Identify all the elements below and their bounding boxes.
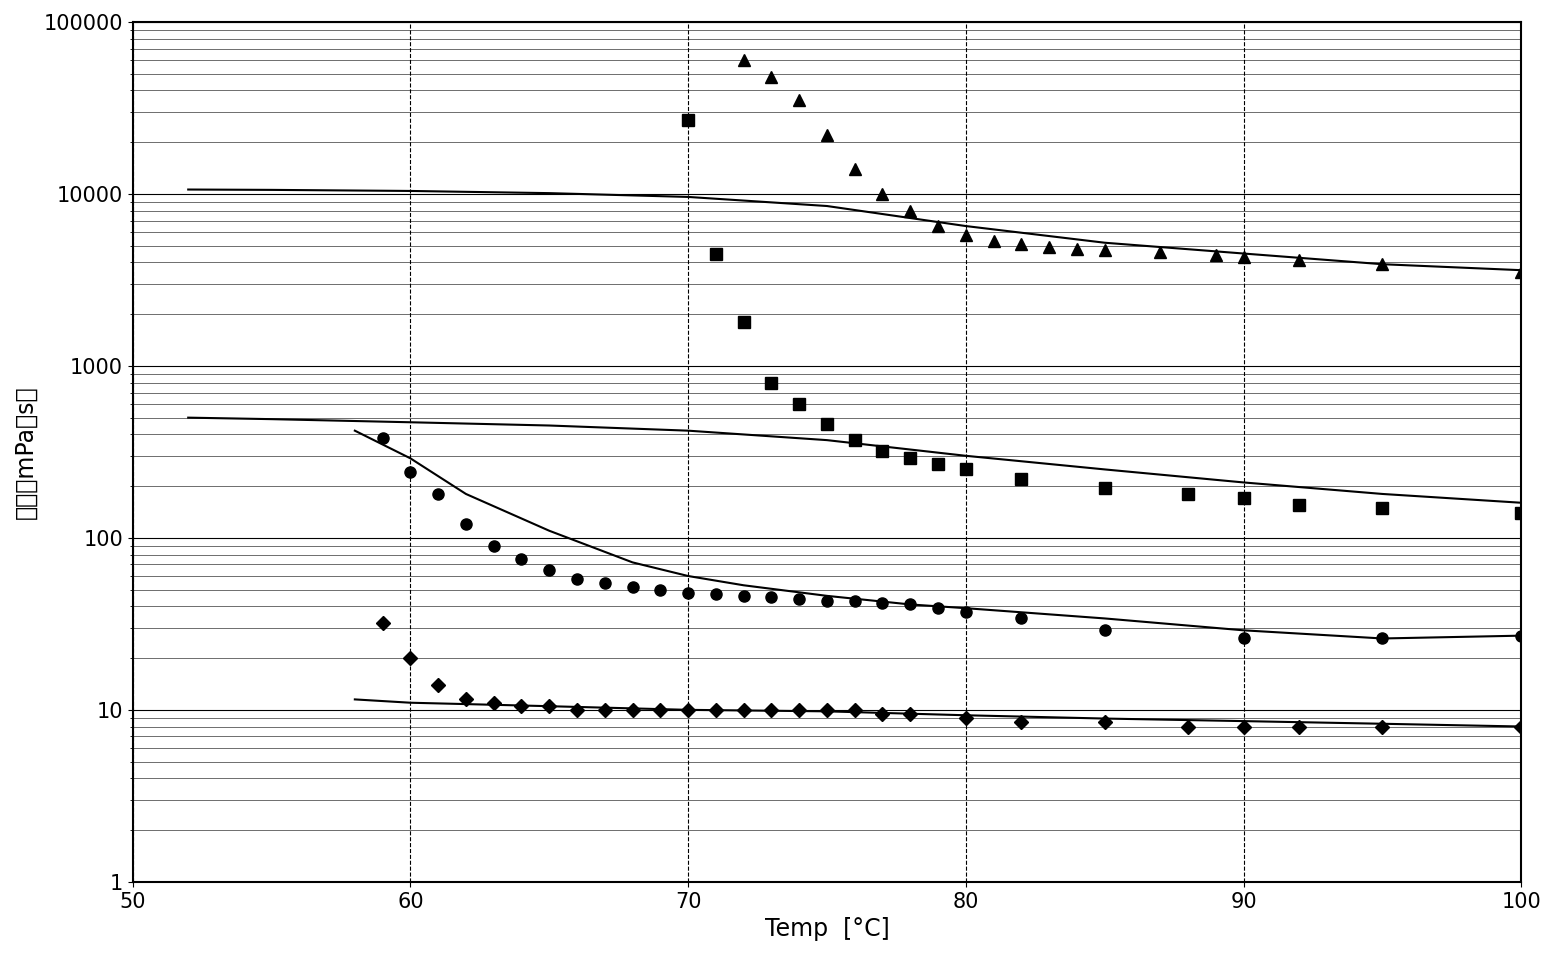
X-axis label: Temp  [°C]: Temp [°C] — [765, 917, 889, 941]
Y-axis label: 粘度［mPaシs］: 粘度［mPaシs］ — [14, 385, 37, 519]
